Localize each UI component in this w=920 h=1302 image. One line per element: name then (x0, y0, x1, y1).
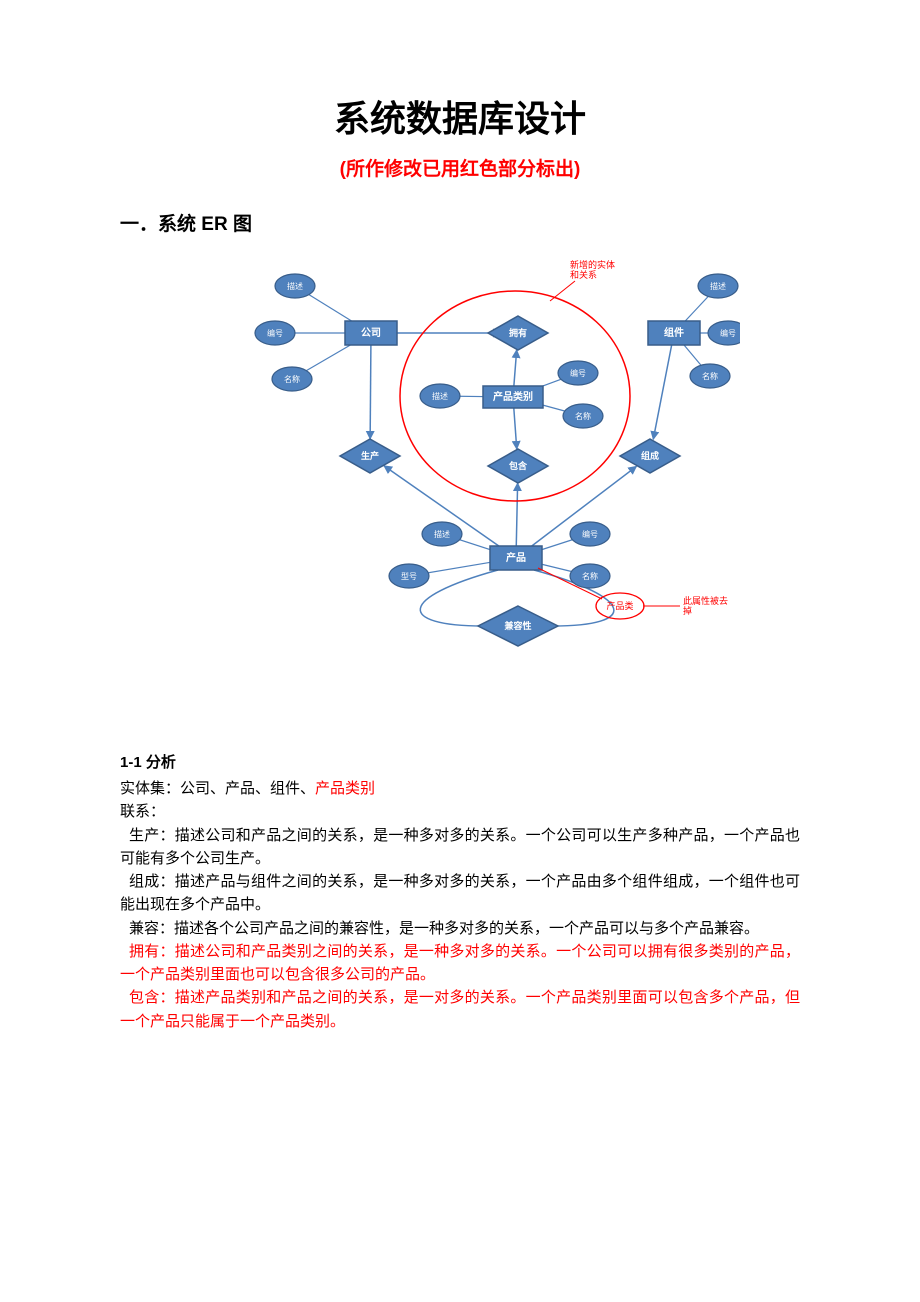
svg-text:名称: 名称 (284, 374, 300, 384)
document-subtitle: (所作修改已用红色部分标出) (120, 154, 800, 181)
svg-text:产品类: 产品类 (606, 600, 633, 611)
svg-text:生产: 生产 (361, 450, 379, 461)
svg-text:产品: 产品 (506, 551, 526, 564)
svg-text:包含: 包含 (508, 460, 528, 471)
entity-set-red: 产品类别 (315, 781, 375, 797)
svg-text:型号: 型号 (401, 572, 417, 581)
svg-text:编号: 编号 (267, 328, 283, 338)
svg-text:新增的实体: 新增的实体 (570, 259, 615, 270)
svg-text:公司: 公司 (361, 327, 381, 339)
svg-text:编号: 编号 (720, 328, 736, 338)
svg-text:描述: 描述 (432, 391, 448, 401)
svg-text:编号: 编号 (582, 529, 598, 539)
svg-text:和关系: 和关系 (570, 269, 597, 280)
section-heading-er: 一．系统 ER 图 (120, 209, 800, 236)
svg-text:产品类别: 产品类别 (493, 390, 533, 403)
svg-text:描述: 描述 (434, 529, 450, 539)
svg-text:编号: 编号 (570, 368, 586, 378)
svg-text:名称: 名称 (582, 571, 598, 581)
entity-set-prefix: 实体集：公司、产品、组件、 (120, 781, 315, 797)
svg-text:名称: 名称 (702, 371, 718, 381)
svg-text:描述: 描述 (710, 281, 726, 291)
svg-text:此属性被去: 此属性被去 (683, 595, 728, 606)
para-compose: 组成：描述产品与组件之间的关系，是一种多对多的关系，一个产品由多个组件组成，一个… (120, 871, 800, 918)
svg-text:组成: 组成 (641, 450, 659, 461)
svg-text:名称: 名称 (575, 411, 591, 421)
entity-set-line: 实体集：公司、产品、组件、产品类别 (120, 778, 800, 801)
para-contain: 包含：描述产品类别和产品之间的关系，是一对多的关系。一个产品类别里面可以包含多个… (120, 987, 800, 1034)
svg-text:组件: 组件 (664, 326, 684, 339)
analysis-heading: 1-1 分析 (120, 751, 800, 772)
svg-text:描述: 描述 (287, 281, 303, 291)
para-own: 拥有：描述公司和产品类别之间的关系，是一种多对多的关系。一个公司可以拥有很多类别… (120, 941, 800, 988)
relation-label: 联系： (120, 801, 800, 824)
er-diagram: 公司产品类别组件产品拥有生产包含组成兼容性描述编号名称描述编号名称描述编号名称描… (120, 256, 800, 691)
document-title: 系统数据库设计 (120, 90, 800, 142)
para-compat: 兼容：描述各个公司产品之间的兼容性，是一种多对多的关系，一个产品可以与多个产品兼… (120, 918, 800, 941)
svg-text:兼容性: 兼容性 (503, 620, 531, 631)
svg-text:拥有: 拥有 (509, 327, 527, 338)
svg-text:掉: 掉 (683, 605, 692, 616)
para-produce: 生产：描述公司和产品之间的关系，是一种多对多的关系。一个公司可以生产多种产品，一… (120, 825, 800, 872)
